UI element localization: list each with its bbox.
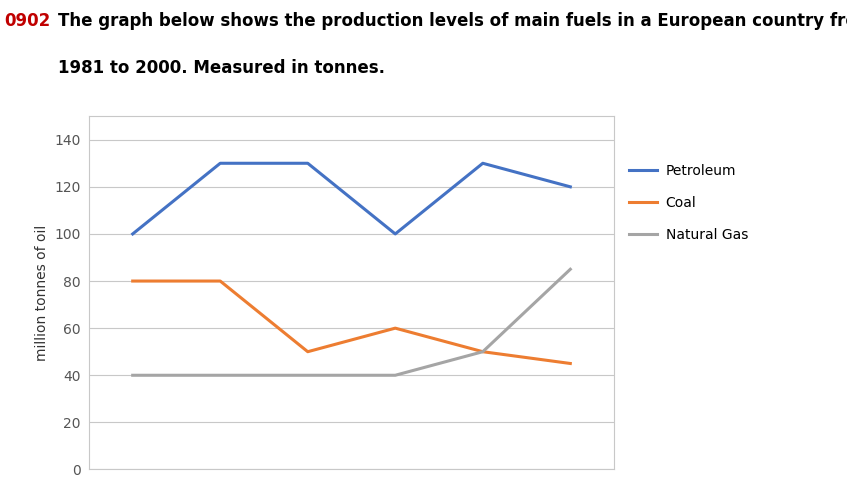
Coal xyxy=(565,361,575,366)
Natural Gas xyxy=(478,349,488,355)
Line: Petroleum: Petroleum xyxy=(133,163,570,234)
Natural Gas xyxy=(390,372,401,378)
Natural Gas xyxy=(215,372,225,378)
Coal xyxy=(128,278,138,284)
Natural Gas xyxy=(302,372,313,378)
Text: 1981 to 2000. Measured in tonnes.: 1981 to 2000. Measured in tonnes. xyxy=(58,59,385,77)
Coal xyxy=(302,349,313,355)
Petroleum xyxy=(215,160,225,166)
Petroleum xyxy=(478,160,488,166)
Coal xyxy=(390,325,401,331)
Text: 0902: 0902 xyxy=(4,12,51,30)
Petroleum xyxy=(565,184,575,190)
Petroleum xyxy=(390,231,401,237)
Petroleum xyxy=(128,231,138,237)
Coal xyxy=(215,278,225,284)
Natural Gas xyxy=(128,372,138,378)
Legend: Petroleum, Coal, Natural Gas: Petroleum, Coal, Natural Gas xyxy=(629,164,748,242)
Line: Natural Gas: Natural Gas xyxy=(133,269,570,375)
Petroleum xyxy=(302,160,313,166)
Y-axis label: million tonnes of oil: million tonnes of oil xyxy=(35,225,48,361)
Coal xyxy=(478,349,488,355)
Text: The graph below shows the production levels of main fuels in a European country : The graph below shows the production lev… xyxy=(58,12,847,30)
Line: Coal: Coal xyxy=(133,281,570,363)
Natural Gas xyxy=(565,266,575,272)
